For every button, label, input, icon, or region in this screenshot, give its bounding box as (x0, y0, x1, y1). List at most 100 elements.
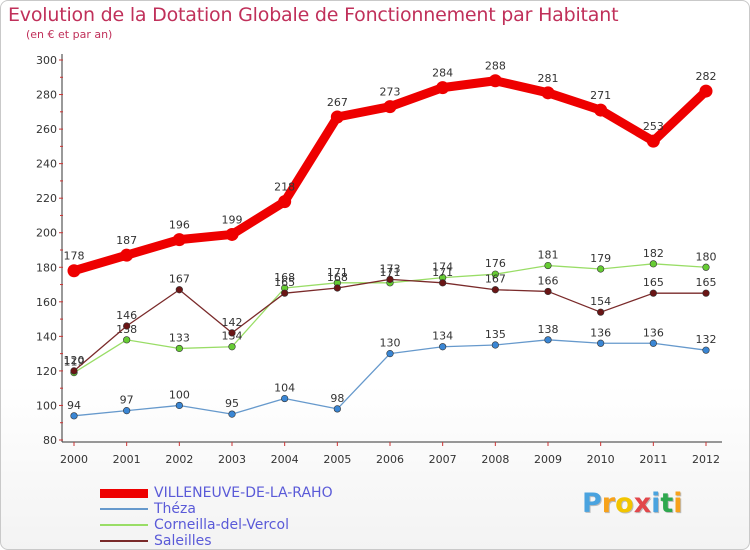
data-point-villeneuve-de-la-raho (172, 233, 186, 247)
data-point-villeneuve-de-la-raho (383, 100, 397, 114)
y-tick-label: 100 (36, 399, 57, 412)
y-tick-label: 240 (36, 158, 57, 171)
proxiti-logo: Proxiti (582, 488, 683, 519)
y-tick-label: 200 (36, 227, 57, 240)
data-point-villeneuve-de-la-raho (278, 195, 292, 209)
data-label-villeneuve-de-la-raho: 199 (222, 213, 243, 226)
x-tick-label: 2001 (113, 453, 141, 466)
logo-letter: x (633, 488, 652, 519)
data-point-villeneuve-de-la-raho (120, 248, 134, 262)
logo-letter: P (582, 488, 602, 519)
data-label-theza: 98 (330, 392, 344, 405)
data-label-theza: 132 (696, 333, 717, 346)
logo-letter: r (601, 488, 616, 519)
y-tick-label: 260 (36, 123, 57, 136)
data-label-theza: 130 (380, 337, 401, 350)
data-label-corneilla-del-vercol: 182 (643, 247, 664, 260)
legend-item-theza: Théza (100, 501, 360, 517)
x-tick-label: 2005 (323, 453, 351, 466)
data-point-theza (70, 412, 78, 420)
data-label-saleilles: 173 (380, 262, 401, 275)
data-label-villeneuve-de-la-raho: 253 (643, 120, 664, 133)
data-point-saleilles (649, 289, 657, 297)
data-label-saleilles: 142 (222, 316, 243, 329)
data-label-corneilla-del-vercol: 179 (590, 252, 611, 265)
data-point-saleilles (386, 275, 394, 283)
data-label-corneilla-del-vercol: 133 (169, 331, 190, 344)
data-label-theza: 95 (225, 397, 239, 410)
data-point-villeneuve-de-la-raho (436, 81, 450, 95)
data-label-theza: 97 (120, 394, 134, 407)
data-point-theza (281, 394, 289, 403)
legend-label-corneilla: Corneilla-del-Vercol (154, 517, 289, 533)
data-point-saleilles (123, 322, 131, 330)
data-label-theza: 136 (643, 326, 664, 339)
legend-swatch-theza (100, 508, 148, 510)
data-point-villeneuve-de-la-raho (488, 74, 502, 88)
data-label-saleilles: 165 (696, 276, 717, 289)
legend-item-corneilla: Corneilla-del-Vercol (100, 517, 360, 533)
data-point-theza (597, 339, 605, 347)
data-point-saleilles (702, 289, 710, 297)
data-label-corneilla-del-vercol: 181 (538, 249, 559, 262)
data-label-saleilles: 165 (643, 276, 664, 289)
logo-letter: t (660, 488, 674, 519)
data-point-saleilles (228, 329, 236, 337)
y-tick-label: 300 (36, 54, 57, 67)
data-point-saleilles (544, 287, 552, 296)
data-point-theza (175, 401, 183, 410)
data-point-saleilles (281, 289, 289, 297)
data-point-theza (439, 343, 447, 351)
data-label-villeneuve-de-la-raho: 273 (380, 86, 401, 99)
data-label-theza: 136 (590, 326, 611, 339)
x-tick-label: 2006 (376, 453, 404, 466)
legend-label-theza: Théza (154, 501, 196, 517)
x-tick-label: 2012 (692, 453, 720, 466)
data-label-villeneuve-de-la-raho: 281 (538, 72, 559, 85)
data-label-saleilles: 167 (169, 273, 190, 286)
x-tick-label: 2000 (60, 453, 88, 466)
legend-item-villeneuve: VILLENEUVE-DE-LA-RAHO (100, 485, 360, 501)
data-label-villeneuve-de-la-raho: 267 (327, 96, 348, 109)
data-label-theza: 104 (274, 382, 295, 395)
y-tick-label: 160 (36, 296, 57, 309)
data-point-corneilla-del-vercol (228, 343, 236, 351)
chart-title: Evolution de la Dotation Globale de Fonc… (8, 4, 619, 26)
data-point-theza (386, 350, 394, 358)
data-label-villeneuve-de-la-raho: 187 (116, 234, 137, 247)
data-point-saleilles (597, 308, 605, 316)
data-point-villeneuve-de-la-raho (699, 84, 713, 98)
data-point-corneilla-del-vercol (491, 270, 499, 278)
data-label-theza: 135 (485, 328, 506, 341)
data-point-villeneuve-de-la-raho (330, 110, 344, 124)
data-label-saleilles: 167 (485, 273, 506, 286)
data-label-theza: 138 (538, 323, 559, 336)
data-point-corneilla-del-vercol (544, 261, 552, 270)
x-tick-label: 2009 (534, 453, 562, 466)
legend-swatch-saleilles (100, 540, 148, 542)
data-point-villeneuve-de-la-raho (594, 103, 608, 117)
data-label-villeneuve-de-la-raho: 288 (485, 60, 506, 73)
data-point-corneilla-del-vercol (175, 344, 183, 353)
data-label-saleilles: 154 (590, 295, 611, 308)
data-label-theza: 94 (67, 399, 81, 412)
data-point-corneilla-del-vercol (597, 265, 605, 273)
data-point-corneilla-del-vercol (649, 260, 657, 268)
data-label-villeneuve-de-la-raho: 282 (696, 70, 717, 83)
logo-letter: i (651, 488, 661, 519)
x-tick-label: 2004 (271, 453, 299, 466)
data-label-corneilla-del-vercol: 171 (380, 266, 401, 279)
x-tick-label: 2010 (587, 453, 615, 466)
logo-letter: i (673, 488, 683, 519)
data-label-corneilla-del-vercol: 180 (696, 250, 717, 263)
data-point-saleilles (439, 279, 447, 287)
data-label-villeneuve-de-la-raho: 284 (432, 67, 453, 80)
chart-subtitle: (en € et par an) (26, 28, 113, 41)
y-tick-label: 140 (36, 330, 57, 343)
data-point-theza (491, 341, 499, 349)
x-tick-label: 2008 (481, 453, 509, 466)
data-point-theza (333, 405, 341, 413)
data-label-villeneuve-de-la-raho: 178 (64, 250, 85, 263)
